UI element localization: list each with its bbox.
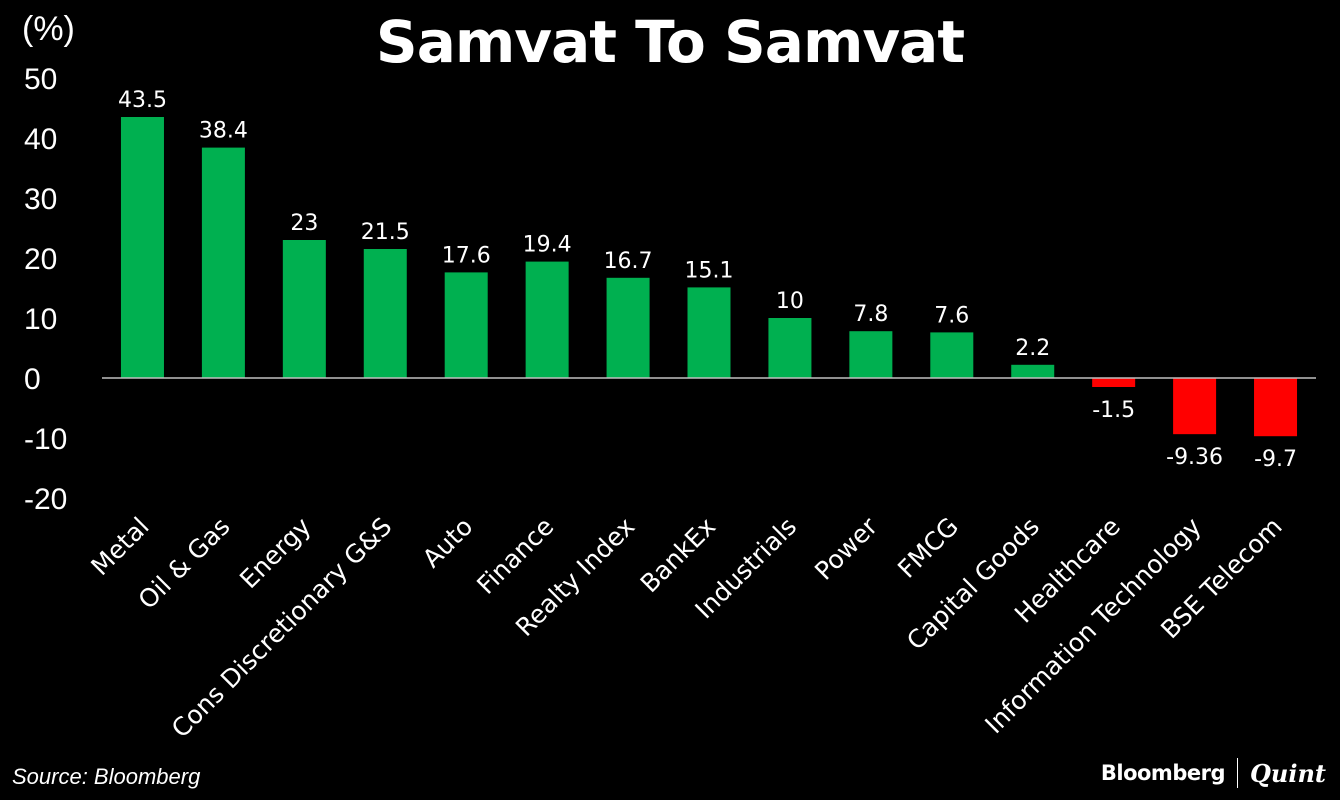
brand-quint: Quint [1249,758,1326,788]
y-tick-label: 50 [24,63,57,96]
y-tick-label: 30 [24,183,57,216]
source-note: Source: Bloomberg [12,764,201,789]
x-tick-label: Power [809,511,883,585]
y-axis-unit-label: (%) [22,10,75,48]
bar [282,240,326,378]
data-label: 16.7 [604,249,653,274]
x-tick-label: Auto [417,512,479,574]
y-tick-label: -10 [24,423,67,456]
bar [1173,378,1217,435]
data-label: 19.4 [523,233,572,258]
bar [363,249,407,378]
data-label: 43.5 [118,88,167,113]
x-tick-label: Energy [234,512,317,595]
data-label: -9.36 [1166,445,1223,470]
bar [768,318,812,378]
bar [525,261,569,378]
data-label: 38.4 [199,119,248,144]
y-tick-label: 10 [24,303,57,336]
x-tick-label: FMCG [892,512,964,584]
bar [201,147,245,378]
chart-title: Samvat To Samvat [375,8,965,76]
data-label: 7.8 [853,302,888,327]
y-tick-label: 40 [24,123,57,156]
data-label: 21.5 [361,220,410,245]
bar [930,332,974,378]
bar [1092,378,1136,387]
y-tick-label: -20 [24,483,67,516]
data-label: 23 [290,211,318,236]
brand-divider [1236,758,1238,788]
bar [606,277,650,378]
brand-bloomberg: Bloomberg [1100,761,1226,785]
data-label: 2.2 [1015,336,1050,361]
y-tick-label: 20 [24,243,57,276]
data-label: 17.6 [442,243,491,268]
bar [444,272,488,378]
data-label: 10 [776,289,804,314]
data-label: 15.1 [685,258,734,283]
brand-logo: Bloomberg Quint [1101,758,1326,788]
bar [1011,364,1055,378]
bar [687,287,731,378]
data-label: 7.6 [934,303,969,328]
x-tick-label: Metal [85,512,154,581]
data-label: -1.5 [1092,398,1135,423]
bar [1254,378,1298,437]
data-label: -9.7 [1254,447,1297,472]
bar [849,331,893,378]
bar [120,117,164,378]
y-tick-label: 0 [24,363,41,396]
